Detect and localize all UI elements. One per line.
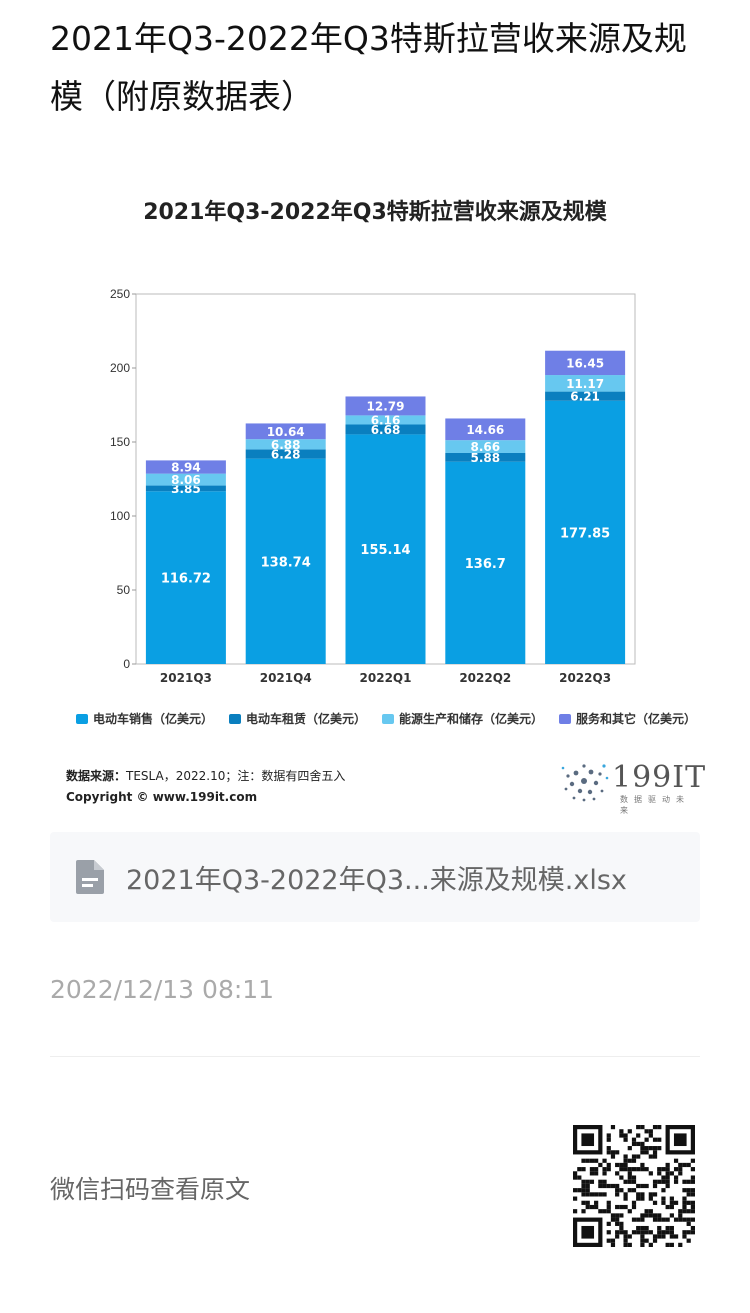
x-tick-label: 2021Q4 <box>260 671 312 685</box>
legend-swatch <box>559 713 572 724</box>
legend-item: 能源生产和储存（亿美元） <box>382 710 543 727</box>
data-label: 16.45 <box>566 356 604 370</box>
stacked-bar-chart: 050100150200250116.723.858.068.942021Q31… <box>110 287 636 685</box>
data-label: 5.88 <box>470 451 500 465</box>
data-label: 10.64 <box>267 425 305 439</box>
y-tick-label: 150 <box>110 435 130 449</box>
bar-segment <box>245 449 326 459</box>
legend-item: 电动车租赁（亿美元） <box>229 710 366 727</box>
timestamp: 2022/12/13 08:11 <box>50 975 275 1004</box>
legend-label: 能源生产和储存（亿美元） <box>399 712 544 726</box>
chart-title: 2021年Q3-2022年Q3特斯拉营收来源及规模 <box>143 200 607 225</box>
bar-segment <box>445 440 526 453</box>
x-tick-label: 2021Q3 <box>160 671 212 685</box>
copyright-text: Copyright © www.199it.com <box>66 790 258 804</box>
legend-item: 电动车销售（亿美元） <box>76 710 213 727</box>
bar-segment <box>345 396 426 416</box>
y-tick-label: 50 <box>117 583 131 597</box>
bar-segment <box>445 452 526 462</box>
page-title: 2021年Q3-2022年Q3特斯拉营收来源及规模（附原数据表） <box>50 19 687 116</box>
data-label: 8.06 <box>171 473 201 487</box>
bar-segment <box>545 400 626 664</box>
divider <box>50 1056 700 1057</box>
legend-swatch <box>76 713 88 724</box>
qr-label: 微信扫码查看原文 <box>50 1175 251 1204</box>
bar-segment <box>145 485 226 492</box>
legend-label: 服务和其它（亿美元） <box>576 712 697 726</box>
data-label: 12.79 <box>367 399 405 413</box>
legend-swatch <box>382 713 395 724</box>
data-label: 14.66 <box>466 423 504 437</box>
data-label: 136.7 <box>465 557 506 572</box>
bar-segment <box>145 473 226 486</box>
legend-item: 服务和其它（亿美元） <box>559 710 696 727</box>
file-icon <box>76 860 104 894</box>
legend-label: 电动车租赁（亿美元） <box>246 712 367 726</box>
data-label: 11.17 <box>566 377 604 391</box>
y-tick-label: 100 <box>110 509 130 523</box>
source-note: 数据来源：TESLA，2022.10；注：数据有四舍五入 Copyright ©… <box>66 766 345 808</box>
source-label: 数据来源： <box>66 769 127 783</box>
data-label: 155.14 <box>360 543 410 558</box>
bar-segment <box>245 439 326 450</box>
chart-legend: 电动车销售（亿美元） 电动车租赁（亿美元） 能源生产和储存（亿美元） 服务和其它（亿美… <box>76 710 696 727</box>
y-tick-label: 250 <box>110 287 130 301</box>
data-label: 8.94 <box>171 461 201 475</box>
file-name: 2021年Q3-2022年Q3...来源及规模.xlsx <box>126 864 627 896</box>
attachment-card[interactable]: 2021年Q3-2022年Q3...来源及规模.xlsx <box>50 832 700 922</box>
logo-text: 199IT <box>612 760 707 795</box>
logo-199it: 199IT 数据驱动未来 <box>560 758 705 815</box>
data-label: 6.68 <box>371 423 401 437</box>
logo-subtext: 数据驱动未来 <box>620 795 690 815</box>
y-tick-label: 200 <box>110 361 130 375</box>
data-label: 138.74 <box>261 555 311 570</box>
bar-segment <box>445 418 526 441</box>
x-tick-label: 2022Q1 <box>360 671 412 685</box>
data-label: 8.66 <box>470 440 500 454</box>
logo-mark-icon <box>561 764 609 802</box>
data-label: 116.72 <box>161 572 211 587</box>
bar-segment <box>145 491 226 664</box>
legend-swatch <box>229 713 242 724</box>
bar-segment <box>345 434 426 664</box>
x-tick-label: 2022Q2 <box>459 671 511 685</box>
bar-segment <box>545 391 626 401</box>
qr-code-icon[interactable] <box>573 1125 695 1247</box>
bar-segment <box>245 423 326 440</box>
data-label: 6.16 <box>371 413 401 427</box>
legend-label: 电动车销售（亿美元） <box>93 712 214 726</box>
bar-segment <box>145 460 226 474</box>
bar-segment <box>445 461 526 664</box>
data-label: 177.85 <box>560 526 610 541</box>
bar-segment <box>345 424 426 435</box>
chart-card: 2021年Q3-2022年Q3特斯拉营收来源及规模 0 50 100 150 200 25… <box>50 180 705 820</box>
bar-segment <box>245 458 326 664</box>
data-label: 6.28 <box>271 448 301 462</box>
x-tick-label: 2022Q3 <box>559 671 611 685</box>
bar-segment <box>545 350 626 376</box>
data-label: 6.88 <box>271 438 301 452</box>
bar-segment <box>545 375 626 392</box>
data-label: 6.21 <box>570 390 600 404</box>
y-tick-label: 0 <box>123 657 130 671</box>
source-text: TESLA，2022.10；注：数据有四舍五入 <box>126 769 346 783</box>
bar-segment <box>345 415 426 425</box>
